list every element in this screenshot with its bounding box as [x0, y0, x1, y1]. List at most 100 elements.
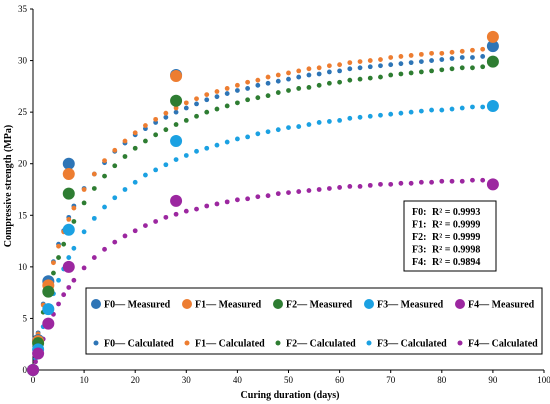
calculated-point-f4 [347, 184, 353, 189]
calculated-point-f3 [470, 104, 475, 110]
calculated-point-f4 [153, 219, 159, 224]
calculated-point-f0 [183, 105, 189, 111]
calculated-point-f3 [378, 112, 383, 118]
calculated-point-f0 [480, 54, 486, 59]
calculated-point-f1 [367, 58, 373, 63]
legend-marker [273, 299, 283, 309]
legend-item-f3-calculated: F3— Calculated [366, 339, 447, 350]
calculated-point-f3 [306, 122, 312, 127]
calculated-point-f1 [306, 66, 312, 72]
calculated-point-f1 [459, 48, 465, 54]
calculated-point-f4 [275, 191, 281, 197]
calculated-point-f2 [56, 255, 61, 260]
legend-label: F3— Calculated [377, 339, 447, 350]
calculated-point-f0 [378, 63, 383, 69]
calculated-point-f3 [143, 172, 148, 178]
legend-label: F1— Measured [195, 300, 262, 311]
calculated-point-f1 [122, 138, 128, 144]
measured-point-f2 [170, 94, 183, 107]
calculated-point-f1 [56, 243, 61, 249]
calculated-point-f4 [337, 185, 342, 190]
calculated-point-f3 [224, 139, 230, 145]
calculated-point-f1 [286, 70, 291, 76]
calculated-point-f0 [367, 64, 373, 70]
calculated-point-f0 [275, 78, 281, 84]
calculated-point-f0 [470, 55, 475, 60]
calculated-point-f0 [265, 80, 271, 86]
calculated-point-f4 [378, 181, 383, 187]
measured-point-f1 [170, 70, 183, 83]
calculated-point-f3 [316, 120, 322, 125]
calculated-point-f0 [347, 66, 353, 72]
legend-label: F2— Measured [286, 300, 353, 311]
measured-point-f4 [62, 260, 75, 273]
legend-label: F4— Calculated [468, 339, 538, 350]
calculated-point-f1 [470, 47, 475, 53]
calculated-point-f3 [91, 215, 97, 221]
x-tick-label: 80 [437, 375, 447, 385]
calculated-point-f4 [183, 208, 189, 214]
legend-marker [184, 340, 190, 346]
legend-label: F3— Measured [377, 300, 444, 311]
legend-item-f3-measured: F3— Measured [364, 299, 444, 311]
legend-marker [364, 299, 374, 309]
calculated-point-f4 [449, 178, 455, 184]
calculated-point-f0 [163, 114, 169, 120]
legend-label: F1— Calculated [195, 339, 265, 350]
calculated-point-f2 [316, 82, 322, 88]
calculated-point-f2 [204, 109, 210, 115]
calculated-point-f4 [91, 255, 97, 260]
calculated-point-f4 [143, 223, 148, 229]
calculated-point-f2 [408, 70, 414, 76]
calculated-point-f1 [408, 53, 414, 58]
calculated-point-f2 [265, 93, 271, 99]
calculated-point-f4 [418, 179, 424, 185]
calculated-point-f0 [204, 97, 210, 103]
x-tick-label: 20 [131, 375, 141, 385]
calculated-point-f4 [235, 197, 240, 203]
legend-label: F0— Calculated [104, 339, 174, 350]
calculated-point-f4 [33, 359, 38, 365]
calculated-point-f0 [235, 88, 240, 93]
calculated-point-f0 [286, 76, 291, 82]
calculated-point-f2 [459, 65, 465, 71]
calculated-point-f2 [306, 84, 312, 90]
measured-point-f4 [42, 317, 55, 330]
calculated-point-f4 [286, 190, 291, 195]
calculated-point-f1 [398, 54, 404, 59]
calculated-point-f0 [429, 58, 434, 63]
r2-value-text: R² = 0.9894 [432, 257, 480, 268]
calculated-point-f4 [173, 211, 179, 217]
calculated-point-f1 [132, 130, 138, 136]
y-tick-label: 20 [18, 159, 28, 169]
calculated-point-f4 [367, 182, 373, 188]
calculated-point-f3 [255, 131, 261, 137]
calculated-point-f2 [51, 270, 56, 276]
measured-point-f3 [486, 99, 499, 112]
calculated-point-f4 [306, 188, 312, 193]
calculated-point-f3 [112, 195, 118, 201]
calculated-point-f2 [470, 65, 475, 71]
calculated-point-f4 [470, 177, 475, 183]
calculated-point-f0 [459, 55, 465, 60]
measured-point-f4 [27, 364, 39, 376]
calculated-point-f4 [61, 292, 67, 298]
calculated-point-f1 [66, 217, 72, 222]
x-tick-label: 50 [284, 375, 294, 385]
calculated-point-f3 [265, 129, 271, 135]
calculated-point-f2 [235, 100, 240, 106]
calculated-point-f3 [347, 115, 353, 121]
calculated-point-f3 [296, 124, 302, 129]
calculated-point-f4 [408, 180, 414, 186]
legend-item-f4-measured: F4— Measured [455, 299, 535, 311]
calculated-point-f0 [439, 57, 445, 62]
calculated-point-f4 [480, 177, 486, 183]
calculated-point-f1 [388, 55, 394, 60]
calculated-point-f3 [132, 179, 138, 185]
calculated-point-f2 [122, 154, 128, 159]
legend-label: F0— Measured [104, 300, 171, 311]
calculated-point-f1 [91, 171, 97, 177]
calculated-point-f0 [173, 109, 179, 115]
calculated-point-f3 [326, 119, 332, 124]
calculated-point-f4 [429, 179, 434, 185]
